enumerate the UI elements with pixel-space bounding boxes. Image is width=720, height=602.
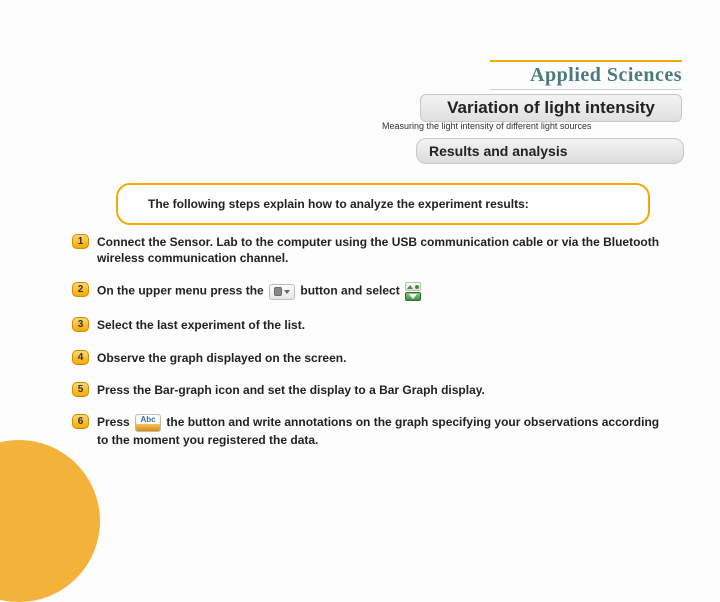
step-text-pre: On the upper menu press the	[97, 284, 264, 298]
abc-icon-label: Abc	[138, 415, 157, 424]
step-number: 5	[72, 382, 89, 397]
step-item: 2 On the upper menu press the button and…	[72, 282, 662, 301]
down-arrow-icon	[409, 294, 417, 299]
step-item: 3 Select the last experiment of the list…	[72, 317, 662, 333]
step-number: 3	[72, 317, 89, 332]
annotation-abc-icon: Abc	[135, 414, 161, 432]
step-text-pre: Press	[97, 415, 130, 429]
brand-name: Applied Sciences	[530, 64, 682, 87]
step-item: 6 Press Abc the button and write annotat…	[72, 414, 662, 448]
select-icon-group	[405, 282, 421, 301]
page-title: Variation of light intensity	[420, 94, 682, 122]
step-item: 4 Observe the graph displayed on the scr…	[72, 350, 662, 366]
step-item: 5 Press the Bar-graph icon and set the d…	[72, 382, 662, 398]
decorative-circle	[0, 440, 100, 602]
step-number: 6	[72, 414, 89, 429]
step-text: On the upper menu press the button and s…	[97, 282, 662, 301]
step-text-mid: button and select	[300, 284, 399, 298]
step-number: 1	[72, 234, 89, 249]
step-text: Select the last experiment of the list.	[97, 317, 662, 333]
step-number: 4	[72, 350, 89, 365]
step-text: Press the Bar-graph icon and set the dis…	[97, 382, 662, 398]
step-text-post: the button and write annotations on the …	[97, 415, 659, 447]
page-subtitle: Measuring the light intensity of differe…	[382, 121, 682, 131]
step-text: Observe the graph displayed on the scree…	[97, 350, 662, 366]
step-number: 2	[72, 282, 89, 297]
section-heading: Results and analysis	[416, 138, 684, 164]
up-arrow-icon	[407, 285, 413, 289]
intro-text: The following steps explain how to analy…	[116, 183, 650, 225]
step-text: Press Abc the button and write annotatio…	[97, 414, 662, 448]
step-text: Connect the Sensor. Lab to the computer …	[97, 234, 662, 266]
brand-header: Applied Sciences	[490, 60, 682, 90]
step-item: 1 Connect the Sensor. Lab to the compute…	[72, 234, 662, 266]
menu-dropdown-icon	[269, 284, 295, 300]
steps-list: 1 Connect the Sensor. Lab to the compute…	[72, 234, 662, 464]
brand-accent-line	[490, 60, 682, 62]
brand-underline	[490, 89, 682, 90]
